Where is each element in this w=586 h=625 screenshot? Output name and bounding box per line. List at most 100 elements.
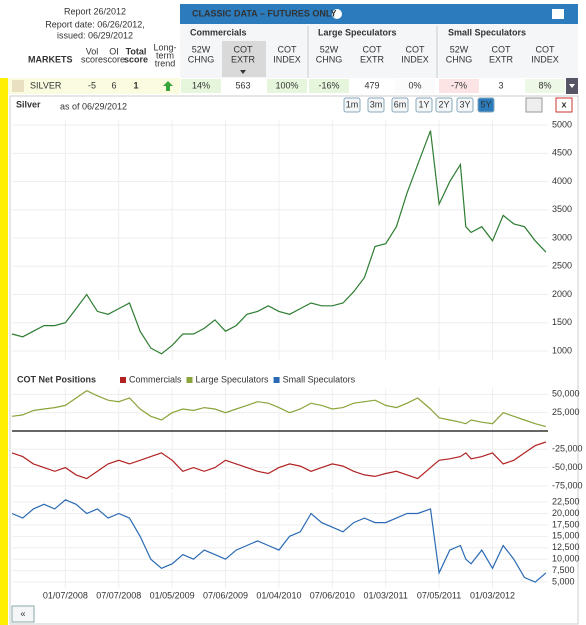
y-tick-label: 12,500 [552, 542, 580, 552]
legend-swatch [186, 377, 193, 383]
range-button[interactable] [415, 97, 433, 113]
legend-label: Commercials [129, 374, 182, 384]
column-header: Vol [86, 46, 99, 56]
range-label[interactable]: 6m [394, 99, 407, 109]
print-icon[interactable] [552, 9, 564, 19]
y-tick-label: 22,500 [552, 496, 580, 506]
column-header: COT [536, 44, 556, 54]
column-header: 52W [320, 44, 339, 54]
legend-title: COT Net Positions [17, 374, 96, 384]
legend-label: Small Speculators [283, 374, 356, 384]
cell-bg [181, 79, 221, 93]
back-button[interactable] [11, 605, 35, 623]
column-header: 52W [450, 44, 469, 54]
y-tick-label: 4500 [552, 148, 572, 158]
group-header: Small Speculators [448, 27, 526, 37]
cell-value: 563 [235, 80, 250, 90]
print-button[interactable] [525, 97, 543, 113]
y-tick-label: 25,000 [552, 407, 580, 417]
range-label[interactable]: 3Y [459, 99, 470, 109]
y-tick-label: 15,000 [552, 531, 580, 541]
x-tick-label: 07/06/2009 [203, 590, 248, 600]
trend-arrow [163, 81, 173, 91]
back-label[interactable]: « [20, 608, 25, 618]
column-header: INDEX [273, 54, 301, 64]
market-icon [12, 80, 24, 92]
cell-value: -16% [318, 80, 339, 90]
cell-bg [395, 79, 435, 93]
cell-value: 8% [538, 80, 551, 90]
chart-title: Silver [16, 99, 41, 109]
cell-value: 3 [498, 80, 503, 90]
series-line [11, 499, 547, 583]
y-tick-label: 1500 [552, 317, 572, 327]
range-label[interactable]: 2Y [438, 99, 449, 109]
range-button[interactable] [367, 97, 385, 113]
column-header: CHNG [316, 54, 343, 64]
scroll-arrow [569, 84, 575, 88]
column-header: 52W [192, 44, 211, 54]
x-tick-label: 07/06/2010 [310, 590, 355, 600]
cell-bg [439, 79, 479, 93]
x-tick-label: 07/05/2011 [417, 590, 461, 600]
y-tick-label: -25,000 [552, 444, 583, 454]
y-tick-label: 2000 [552, 289, 572, 299]
x-tick-label: 07/07/2008 [96, 590, 141, 600]
group-header: Large Speculators [318, 27, 397, 37]
close-label[interactable]: x [561, 99, 566, 109]
y-tick-label: 1000 [552, 345, 572, 355]
y-tick-label: 2500 [552, 261, 572, 271]
x-tick-label: 01/03/2011 [364, 590, 408, 600]
range-label[interactable]: 1Y [418, 99, 429, 109]
range-button[interactable] [343, 97, 361, 113]
y-tick-label: -75,000 [552, 480, 583, 490]
column-header: COT [234, 44, 254, 54]
column-header: term [156, 50, 174, 60]
column-header: score [103, 54, 125, 64]
row-value: -5 [88, 80, 96, 90]
y-tick-label: 20,000 [552, 508, 580, 518]
cell-bg [309, 79, 349, 93]
cell-bg [267, 79, 307, 93]
series-line [11, 130, 547, 355]
x-tick-label: 01/03/2012 [470, 590, 515, 600]
column-header: EXTR [360, 54, 385, 64]
x-tick-label: 01/07/2008 [43, 590, 88, 600]
chart-subtitle: as of 06/29/2012 [60, 101, 127, 111]
row-value: 1 [133, 80, 138, 90]
range-label[interactable]: 5Y [480, 99, 491, 109]
range-button[interactable] [391, 97, 409, 113]
x-tick-label: 01/05/2009 [150, 590, 195, 600]
close-button[interactable] [555, 97, 573, 113]
series-line [11, 390, 547, 428]
markets-label: MARKETS [28, 54, 73, 64]
banner [180, 4, 578, 24]
column-header: INDEX [401, 54, 429, 64]
cell-bg [525, 79, 565, 93]
range-label[interactable]: 1m [346, 99, 359, 109]
legend-label: Large Speculators [196, 374, 270, 384]
series-line [11, 441, 547, 480]
report-date: Report date: 06/26/2012, [45, 19, 145, 29]
column-header: CHNG [188, 54, 215, 64]
range-label[interactable]: 3m [370, 99, 383, 109]
market-name: SILVER [30, 80, 62, 90]
row-bg [0, 78, 180, 94]
y-tick-label: -50,000 [552, 462, 583, 472]
selection-bar [0, 78, 8, 625]
row-value: 6 [111, 80, 116, 90]
cell-value: -7% [451, 80, 467, 90]
report-title: Report 26/2012 [64, 6, 126, 16]
column-header: OI [109, 46, 119, 56]
column-header: EXTR [489, 54, 514, 64]
range-button[interactable] [435, 97, 453, 113]
banner-title: CLASSIC DATA – FUTURES ONLY [192, 8, 337, 18]
help-icon[interactable] [332, 9, 342, 19]
y-tick-label: 50,000 [552, 389, 580, 399]
range-button[interactable] [477, 97, 495, 113]
legend-swatch [273, 377, 280, 383]
column-header: COT [406, 44, 426, 54]
column-header: EXTR [231, 54, 256, 64]
range-button[interactable] [456, 97, 474, 113]
